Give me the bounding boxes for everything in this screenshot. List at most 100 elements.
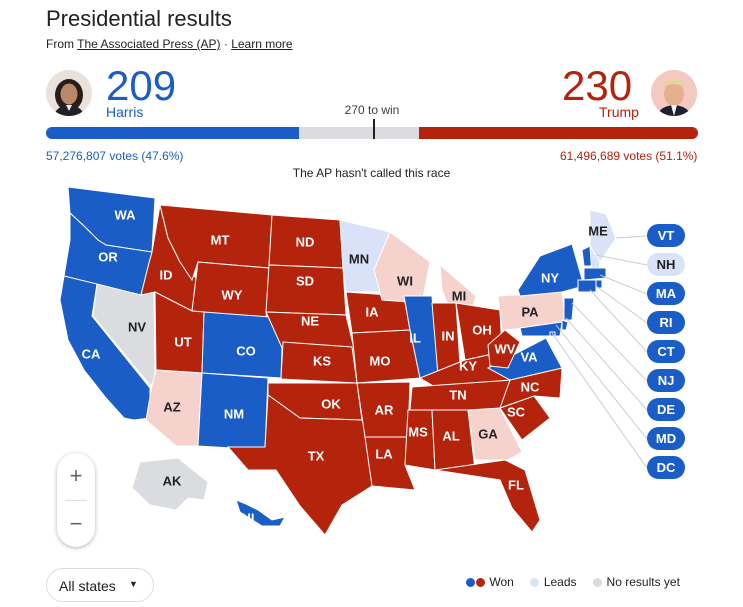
learn-more-link[interactable]: Learn more — [231, 37, 293, 51]
zoom-divider — [65, 500, 87, 501]
state-label-ak: AK — [163, 473, 182, 488]
page-title: Presidential results — [46, 6, 232, 31]
state-label-ga: GA — [478, 426, 498, 441]
state-pill-ct[interactable]: CT — [647, 340, 685, 363]
state-fl[interactable] — [434, 459, 541, 533]
state-label-wi: WI — [397, 273, 413, 288]
state-ms[interactable] — [404, 409, 436, 471]
state-label-az: AZ — [163, 399, 180, 414]
trump-avatar — [651, 70, 697, 116]
state-label-ms: MS — [408, 424, 428, 439]
zoom-control: + − — [57, 453, 95, 547]
state-pill-md[interactable]: MD — [647, 427, 685, 450]
state-label-al: AL — [442, 428, 459, 443]
state-de[interactable] — [561, 319, 569, 331]
legend-none-label: No results yet — [606, 575, 680, 589]
state-la[interactable] — [364, 436, 416, 491]
state-label-sc: SC — [507, 404, 526, 419]
dropdown-caret-icon: ▼ — [129, 579, 138, 589]
state-label-mt: MT — [211, 232, 230, 247]
state-nj[interactable] — [563, 297, 575, 321]
electoral-vote-bar — [46, 127, 698, 139]
state-label-nc: NC — [521, 379, 540, 394]
win-threshold-marker — [373, 119, 376, 139]
state-label-il: IL — [409, 330, 421, 345]
map-legend: Won Leads No results yet — [466, 575, 680, 589]
state-label-me: ME — [588, 223, 608, 238]
harris-popular-votes: 57,276,807 votes (47.6%) — [46, 149, 184, 163]
state-pill-nh[interactable]: NH — [647, 253, 685, 276]
state-wv[interactable] — [487, 329, 521, 369]
state-label-mn: MN — [349, 251, 369, 266]
state-label-fl: FL — [508, 477, 524, 492]
state-ca[interactable] — [59, 275, 151, 421]
state-label-sd: SD — [296, 273, 314, 288]
state-label-ia: IA — [366, 304, 380, 319]
state-label-ok: OK — [321, 396, 341, 411]
state-label-pa: PA — [521, 304, 539, 319]
state-label-nv: NV — [128, 319, 146, 334]
harris-name: Harris — [106, 104, 144, 120]
states-filter-value: All states — [59, 578, 116, 594]
state-label-mo: MO — [370, 353, 391, 368]
source-separator: · — [220, 37, 232, 51]
state-label-in: IN — [442, 328, 455, 343]
harris-bar-fill — [46, 127, 300, 139]
to-win-label: 270 to win — [344, 103, 400, 117]
ap-source-link[interactable]: The Associated Press (AP) — [77, 37, 221, 51]
state-pill-dc[interactable]: DC — [647, 456, 685, 479]
state-label-nm: NM — [224, 406, 244, 421]
state-wi[interactable] — [373, 231, 431, 304]
state-pill-ri[interactable]: RI — [647, 311, 685, 334]
state-label-ar: AR — [375, 402, 394, 417]
state-label-nd: ND — [296, 234, 315, 249]
state-label-ky: KY — [459, 358, 477, 373]
state-label-ny: NY — [541, 270, 559, 285]
trump-name: Trump — [599, 104, 639, 120]
state-label-wa: WA — [115, 207, 137, 222]
state-label-co: CO — [236, 343, 256, 358]
harris-avatar — [46, 70, 92, 116]
state-label-wy: WY — [222, 287, 243, 302]
no-results-swatch — [593, 578, 603, 588]
state-label-id: ID — [160, 267, 173, 282]
state-label-tn: TN — [449, 387, 466, 402]
state-pill-ma[interactable]: MA — [647, 282, 685, 305]
zoom-out-button[interactable]: − — [69, 511, 83, 536]
state-label-oh: OH — [472, 322, 492, 337]
state-hi[interactable] — [235, 499, 286, 527]
state-label-ks: KS — [313, 353, 331, 368]
state-pill-nj[interactable]: NJ — [647, 369, 685, 392]
source-prefix: From — [46, 37, 78, 51]
state-label-ca: CA — [82, 346, 101, 361]
state-ga[interactable] — [467, 407, 523, 461]
trump-electoral-votes: 230 — [562, 62, 633, 109]
state-me[interactable] — [589, 209, 617, 263]
state-ma[interactable] — [583, 267, 607, 281]
state-label-va: VA — [520, 349, 538, 364]
state-label-mi: MI — [452, 288, 466, 303]
harris-electoral-votes: 209 — [106, 62, 177, 109]
state-va[interactable] — [486, 337, 563, 381]
legend-leads-label: Leads — [543, 575, 577, 589]
zoom-in-button[interactable]: + — [69, 463, 83, 488]
dem-won-swatch — [466, 578, 475, 588]
source-line: From The Associated Press (AP) · Learn m… — [46, 37, 293, 51]
state-label-ne: NE — [301, 313, 319, 328]
state-label-wv: WV — [495, 341, 516, 356]
state-label-ut: UT — [174, 334, 191, 349]
trump-bar-fill — [419, 127, 698, 139]
state-ct[interactable] — [577, 279, 597, 293]
state-pill-vt[interactable]: VT — [647, 224, 685, 247]
leads-swatch — [530, 578, 540, 588]
state-label-hi: HI — [242, 510, 255, 525]
state-pill-de[interactable]: DE — [647, 398, 685, 421]
state-label-la: LA — [375, 446, 393, 461]
state-label-or: OR — [98, 249, 118, 264]
state-ak[interactable] — [131, 457, 209, 511]
trump-popular-votes: 61,496,689 votes (51.1%) — [560, 149, 698, 163]
states-filter-dropdown[interactable]: All states ▼ — [46, 568, 154, 602]
legend-won-label: Won — [489, 575, 514, 589]
rep-won-swatch — [476, 578, 485, 588]
